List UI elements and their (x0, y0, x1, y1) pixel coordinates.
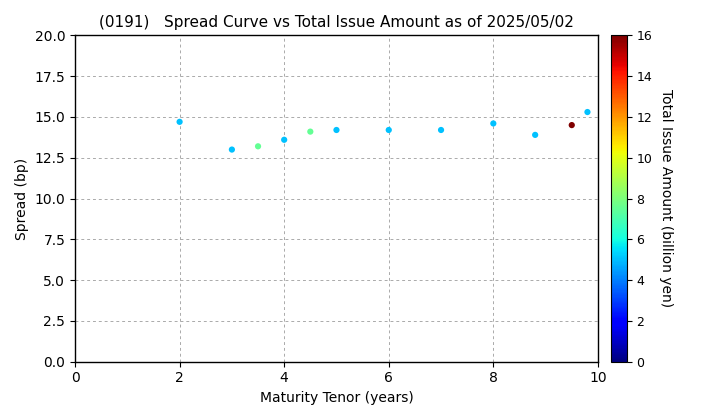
Point (279, 136, 290, 143)
Y-axis label: Total Issue Amount (billion yen): Total Issue Amount (billion yen) (660, 89, 673, 307)
Point (487, 120, 499, 127)
Point (529, 131, 541, 138)
Point (174, 118, 185, 125)
Point (330, 126, 342, 133)
X-axis label: Maturity Tenor (years): Maturity Tenor (years) (260, 391, 413, 405)
Point (383, 126, 395, 133)
Point (582, 109, 593, 116)
Point (226, 146, 238, 153)
Point (436, 126, 447, 133)
Y-axis label: Spread (bp): Spread (bp) (15, 158, 29, 239)
Point (252, 143, 264, 150)
Point (305, 128, 316, 135)
Title: (0191)   Spread Curve vs Total Issue Amount as of 2025/05/02: (0191) Spread Curve vs Total Issue Amoun… (99, 15, 574, 30)
Point (566, 122, 577, 129)
